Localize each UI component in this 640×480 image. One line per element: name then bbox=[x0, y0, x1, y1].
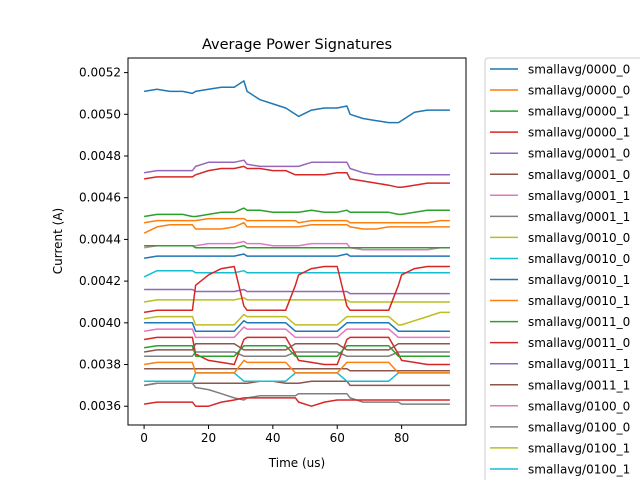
legend-label: smallavg/0100_1 bbox=[528, 462, 630, 476]
y-tick-label: 0.0038 bbox=[79, 358, 121, 372]
series-line-22 bbox=[143, 265, 450, 314]
series-line-3 bbox=[143, 207, 450, 218]
series-line-13 bbox=[144, 244, 450, 249]
series-line-17 bbox=[143, 326, 450, 339]
legend-label: smallavg/0010_0 bbox=[528, 252, 630, 266]
legend-label: smallavg/0100_0 bbox=[528, 399, 630, 413]
legend-frame bbox=[484, 57, 640, 480]
legend-label: smallavg/0011_1 bbox=[528, 378, 630, 392]
y-tick-label: 0.0036 bbox=[79, 399, 121, 413]
series-line-11 bbox=[143, 253, 450, 259]
series-line-12 bbox=[143, 217, 450, 224]
y-tick-label: 0.0046 bbox=[79, 191, 121, 205]
x-tick-label: 60 bbox=[330, 431, 345, 445]
y-tick-label: 0.0052 bbox=[79, 66, 121, 80]
legend-label: smallavg/0001_1 bbox=[528, 189, 630, 203]
x-tick-label: 20 bbox=[201, 431, 216, 445]
y-axis-ticks: 0.0036 0.0038 0.0040 0.0042 0.0044 0.0046 0.00… bbox=[79, 66, 128, 413]
series-line-7 bbox=[143, 240, 450, 251]
x-axis-label: Time (us) bbox=[268, 456, 325, 470]
legend-label: smallavg/0000_1 bbox=[528, 105, 630, 119]
series-line-25 bbox=[144, 319, 450, 332]
series-line-2 bbox=[143, 221, 450, 234]
legend-label: smallavg/0011_1 bbox=[528, 357, 630, 371]
series-line-8 bbox=[143, 382, 450, 405]
x-axis-ticks: 0 20 40 60 80 bbox=[140, 425, 409, 445]
x-tick-label: 80 bbox=[394, 431, 409, 445]
x-tick-label: 0 bbox=[140, 431, 148, 445]
series-line-19 bbox=[143, 311, 450, 326]
legend-label: smallavg/0010_0 bbox=[528, 231, 630, 245]
legend-label: smallavg/0000_0 bbox=[528, 84, 630, 98]
plot-lines bbox=[143, 80, 450, 407]
legend-label: smallavg/0000_0 bbox=[528, 63, 630, 77]
chart-title: Average Power Signatures bbox=[202, 37, 392, 53]
legend-label: smallavg/0010_1 bbox=[528, 273, 630, 287]
y-tick-label: 0.0048 bbox=[79, 149, 121, 163]
series-line-6 bbox=[143, 380, 450, 387]
series-line-5 bbox=[143, 159, 450, 176]
legend-label: smallavg/0010_1 bbox=[528, 294, 630, 308]
series-line-23 bbox=[143, 345, 450, 357]
legend: smallavg/0000_0 smallavg/0000_0 smallavg/0… bbox=[484, 57, 640, 480]
y-tick-label: 0.0044 bbox=[79, 232, 121, 246]
series-line-21 bbox=[143, 336, 450, 366]
legend-label: smallavg/0001_0 bbox=[528, 147, 630, 161]
series-line-10 bbox=[143, 269, 450, 278]
legend-label: smallavg/0100_0 bbox=[528, 420, 630, 434]
legend-label: smallavg/0011_0 bbox=[528, 336, 630, 350]
series-line-4 bbox=[143, 165, 450, 189]
legend-label: smallavg/0100_1 bbox=[528, 441, 630, 455]
legend-label: smallavg/0000_1 bbox=[528, 126, 630, 140]
y-tick-label: 0.0040 bbox=[79, 316, 121, 330]
y-axis-label: Current (A) bbox=[51, 208, 65, 274]
series-line-24 bbox=[143, 359, 450, 374]
y-tick-label: 0.0050 bbox=[79, 107, 121, 121]
legend-label: smallavg/0001_0 bbox=[528, 168, 630, 182]
series-line-14 bbox=[143, 397, 450, 407]
plot-frame bbox=[127, 57, 467, 426]
y-tick-label: 0.0042 bbox=[79, 274, 121, 288]
legend-label: smallavg/0011_0 bbox=[528, 315, 630, 329]
x-tick-label: 40 bbox=[265, 431, 280, 445]
series-line-1 bbox=[143, 80, 450, 124]
series-line-26 bbox=[143, 342, 450, 353]
legend-label: smallavg/0001_1 bbox=[528, 210, 630, 224]
series-line-9 bbox=[143, 297, 450, 303]
